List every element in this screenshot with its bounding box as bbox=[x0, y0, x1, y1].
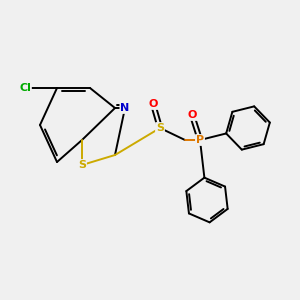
Text: O: O bbox=[187, 110, 197, 120]
Text: O: O bbox=[148, 99, 158, 109]
Text: S: S bbox=[156, 123, 164, 133]
Text: N: N bbox=[120, 103, 130, 113]
Text: Cl: Cl bbox=[19, 83, 31, 93]
Text: P: P bbox=[196, 135, 204, 145]
Text: S: S bbox=[78, 160, 86, 170]
